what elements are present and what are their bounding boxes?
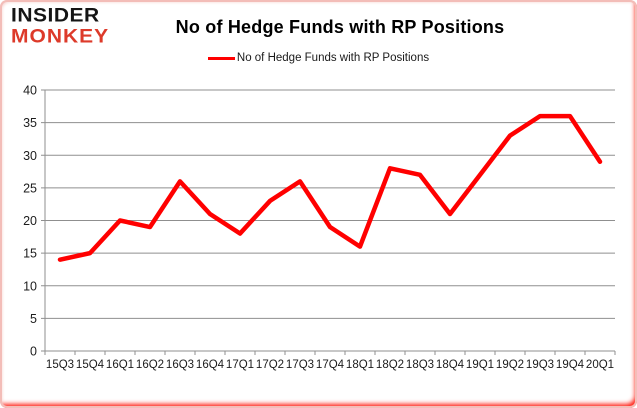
x-axis-label: 17Q4 (316, 359, 345, 371)
insider-monkey-logo: INSIDER MONKEY (11, 5, 110, 48)
x-axis-label: 17Q2 (256, 359, 284, 371)
legend-label: No of Hedge Funds with RP Positions (236, 52, 430, 64)
x-axis-label: 18Q3 (406, 359, 434, 371)
x-axis-label: 17Q1 (226, 359, 254, 371)
y-axis-label: 20 (23, 214, 37, 228)
x-axis-label: 20Q1 (586, 359, 614, 371)
x-axis-label: 16Q3 (166, 359, 194, 371)
x-axis-label: 16Q1 (106, 359, 134, 371)
y-axis-label: 5 (30, 312, 37, 326)
x-axis-label: 19Q3 (526, 359, 554, 371)
logo-text-insider: INSIDER (11, 5, 100, 27)
y-axis-label: 25 (23, 181, 37, 195)
series-line (57, 113, 603, 262)
y-axis-label: 10 (23, 279, 37, 293)
x-axis-label: 18Q1 (346, 359, 374, 371)
y-axis-label: 35 (23, 116, 37, 130)
x-axis-label: 16Q2 (136, 359, 164, 371)
x-axis-label: 16Q4 (196, 359, 225, 371)
x-axis-label: 18Q2 (376, 359, 404, 371)
y-axis-label: 30 (23, 149, 37, 163)
legend: No of Hedge Funds with RP Positions (0, 51, 637, 65)
x-axis-label: 19Q2 (496, 359, 524, 371)
x-axis-label: 17Q3 (286, 359, 314, 371)
logo-text-monkey: MONKEY (11, 25, 110, 47)
x-axis-label: 19Q4 (556, 359, 585, 371)
x-axis-label: 15Q3 (46, 359, 74, 371)
x-axis-label: 18Q4 (436, 359, 465, 371)
legend-line-swatch (207, 56, 235, 60)
x-axis-label: 19Q1 (466, 359, 494, 371)
x-axis-label: 15Q4 (76, 359, 105, 371)
y-axis-label: 15 (23, 247, 37, 261)
y-axis-label: 40 (23, 84, 37, 98)
y-axis-label: 0 (30, 345, 37, 359)
chart-title: No of Hedge Funds with RP Positions (175, 17, 505, 37)
